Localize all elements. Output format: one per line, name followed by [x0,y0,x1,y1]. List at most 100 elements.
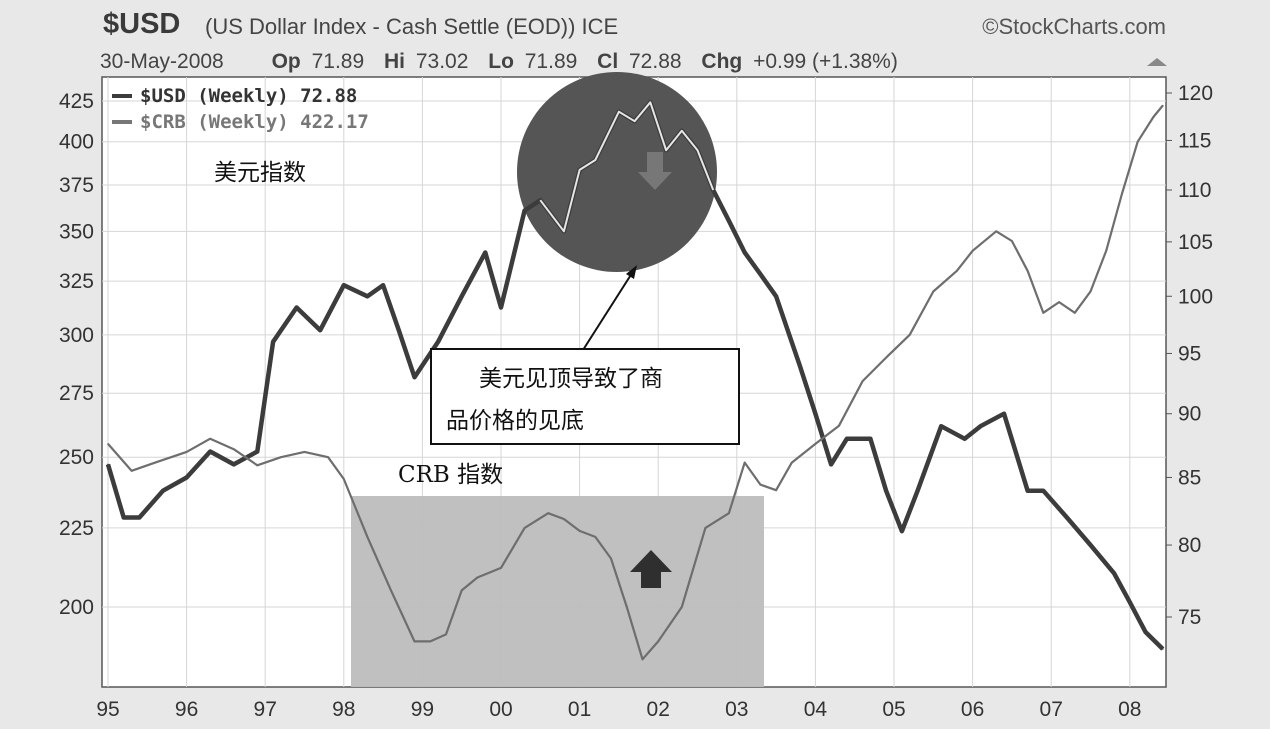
right-tick-label: 120 [1178,82,1213,105]
crb-data-point [343,478,345,480]
crb-data-point [641,658,644,661]
high-label: Hi [384,50,405,73]
crb-data-point [814,443,817,445]
usd-data-point [885,489,887,492]
right-tick-label: 75 [1178,606,1201,629]
left-tick-label: 275 [59,382,94,405]
right-tick-label: 110 [1178,179,1211,202]
usd-data-point [256,450,259,453]
crb-data-point [594,536,597,538]
low-value: 71.89 [525,50,578,73]
low-label: Lo [488,50,514,73]
chart-title: (US Dollar Index - Cash Settle (EOD)) IC… [205,14,618,39]
crb-data-point [610,557,612,560]
x-tick-label: 03 [725,698,748,721]
left-tick-label: 400 [59,131,94,154]
crb-data-point [932,290,935,293]
crb-data-point [1089,290,1092,293]
legend: $USD (Weekly) 72.88 $CRB (Weekly) 422.17 [112,85,369,133]
crb-bottom-shade [351,496,764,687]
crb-data-point [995,230,997,233]
usd-data-point [963,438,966,440]
x-tick-label: 97 [254,698,277,721]
open-label: Op [272,50,301,73]
right-tick-label: 105 [1178,231,1213,254]
usd-data-point [162,489,164,492]
usd-data-point [413,376,416,379]
usd-data-point [107,463,109,466]
crb-data-point [971,250,974,252]
usd-data-point [295,306,298,309]
usd-data-point [1129,601,1131,603]
usd-top-circle [517,72,717,272]
change-value: +0.99 (+1.38%) [753,50,898,73]
crb-data-point [728,512,730,514]
x-tick-label: 08 [1118,698,1141,721]
usd-data-point [523,209,526,212]
callout-pointer [582,269,635,351]
usd-data-point [343,284,345,287]
usd-data-point [1113,572,1115,575]
crb-data-point [185,451,188,453]
callout-line-1: 美元见顶导致了商 [479,366,663,392]
quote-line: 30-May-2008 Op 71.89 Hi 73.02 Lo 71.89 C… [100,50,898,73]
crb-data-point [303,451,306,453]
usd-data-point [1003,412,1005,415]
crb-data-point [861,380,864,382]
crb-data-point [657,640,659,643]
series-layer [105,100,1165,661]
x-tick-label: 01 [568,698,591,721]
x-tick-label: 05 [882,698,905,721]
up-arrow-icon [630,550,672,588]
left-tick-label: 350 [59,220,94,243]
usd-data-point [122,516,125,519]
x-tick-label: 06 [961,698,984,721]
crb-data-point [390,589,392,592]
change-up-icon [1147,58,1167,66]
crb-data-point [500,567,502,569]
x-tick-label: 99 [411,698,434,721]
down-arrow-icon [638,152,672,190]
crb-data-point [578,530,581,532]
crb-data-point [1152,116,1155,118]
x-tick-label: 98 [332,698,355,721]
usd-data-point [728,220,730,222]
close-value: 72.88 [629,50,682,73]
crb-data-point [445,633,447,636]
usd-data-point [940,425,942,428]
x-tick-label: 07 [1040,698,1063,721]
left-tick-label: 225 [59,517,94,540]
usd-data-point [759,273,762,276]
crb-data-point [1058,301,1060,303]
crb-data-point [366,536,369,538]
crb-data-point [209,437,211,440]
legend-usd-label: $USD (Weekly) 72.88 [140,85,357,107]
right-tick-label: 85 [1178,466,1201,489]
usd-data-point [272,341,274,343]
left-tick-label: 200 [59,596,94,619]
brand-label[interactable]: ©StockCharts.com [982,14,1166,39]
usd-data-point [500,306,502,309]
crb-index-label: CRB 指数 [398,462,503,488]
usd-data-point [1144,631,1147,633]
callout-box [430,348,740,445]
usd-data-point [1042,489,1045,492]
left-tick-label: 300 [59,324,94,347]
quote-date: 30-May-2008 [100,50,224,73]
crb-data-point [1121,193,1123,195]
legend-crb-label: $CRB (Weekly) 422.17 [140,111,369,133]
change-label: Chg [701,50,742,73]
crb-data-point [563,518,565,520]
usd-data-point [319,329,322,332]
usd-data-point [1089,544,1092,546]
crb-data-point [413,640,416,643]
left-tick-label: 250 [59,446,94,469]
crb-data-point [775,489,777,492]
left-tick-label: 325 [59,270,94,293]
crb-data-point [743,461,746,464]
crb-data-point [107,443,109,445]
right-tick-label: 100 [1178,285,1213,308]
usd-data-point [775,295,777,298]
usd-data-point [1066,516,1068,519]
crb-data-point [130,470,133,472]
